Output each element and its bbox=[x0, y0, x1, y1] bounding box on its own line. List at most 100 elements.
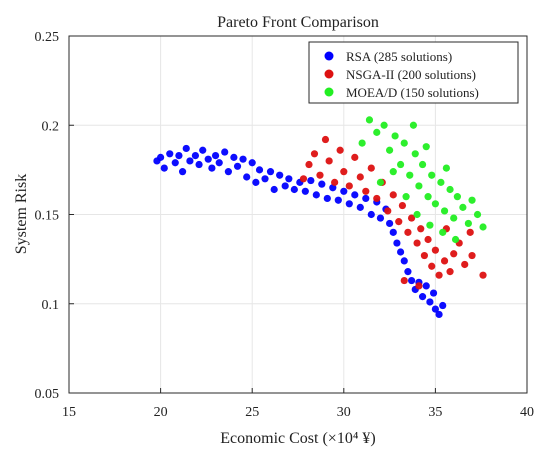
scatter-point-series-0 bbox=[224, 168, 232, 176]
scatter-point-series-0 bbox=[393, 239, 401, 247]
scatter-point-series-0 bbox=[230, 153, 238, 161]
legend-moead-marker bbox=[324, 87, 334, 97]
scatter-point-series-0 bbox=[439, 301, 447, 310]
scatter-point-series-1 bbox=[446, 268, 454, 276]
scatter-point-series-0 bbox=[182, 144, 190, 153]
scatter-point-series-2 bbox=[459, 203, 467, 211]
scatter-point-series-0 bbox=[340, 187, 348, 195]
scatter-point-series-1 bbox=[413, 239, 421, 247]
scatter-point-series-0 bbox=[248, 159, 256, 167]
scatter-point-series-2 bbox=[365, 116, 374, 124]
scatter-point-series-2 bbox=[468, 196, 476, 204]
scatter-point-series-2 bbox=[426, 221, 434, 229]
scatter-point-series-2 bbox=[376, 178, 385, 186]
scatter-point-series-0 bbox=[157, 153, 165, 161]
scatter-point-series-1 bbox=[389, 191, 397, 199]
scatter-point-series-1 bbox=[362, 187, 370, 195]
scatter-point-series-1 bbox=[479, 271, 487, 279]
scatter-point-series-2 bbox=[453, 193, 461, 201]
scatter-point-series-0 bbox=[323, 194, 331, 203]
scatter-point-series-2 bbox=[440, 207, 449, 215]
scatter-point-series-1 bbox=[398, 201, 407, 210]
scatter-point-series-1 bbox=[316, 171, 324, 179]
scatter-point-series-0 bbox=[334, 196, 342, 204]
scatter-point-series-0 bbox=[255, 166, 264, 174]
y-axis-ticks: 0.05 0.1 0.15 0.2 0.25 bbox=[35, 30, 74, 402]
scatter-point-series-1 bbox=[299, 175, 308, 183]
scatter-point-series-2 bbox=[450, 214, 458, 222]
y-axis-label: System Risk bbox=[13, 174, 30, 254]
scatter-point-series-2 bbox=[396, 160, 405, 169]
scatter-point-series-1 bbox=[356, 173, 364, 181]
scatter-point-series-2 bbox=[424, 193, 432, 201]
legend-item-moead: MOEA/D (150 solutions) bbox=[324, 85, 479, 100]
scatter-point-series-1 bbox=[468, 251, 476, 260]
x-tick-label: 15 bbox=[62, 405, 76, 420]
legend-moead-label: MOEA/D (150 solutions) bbox=[346, 85, 479, 100]
scatter-point-series-2 bbox=[389, 168, 397, 176]
scatter-point-series-0 bbox=[243, 173, 251, 181]
scatter-point-series-0 bbox=[431, 305, 439, 313]
scatter-point-series-2 bbox=[402, 193, 410, 201]
scatter-point-series-1 bbox=[395, 218, 403, 226]
scatter-point-series-0 bbox=[204, 155, 212, 163]
scatter-point-series-0 bbox=[215, 159, 223, 167]
scatter-point-series-1 bbox=[351, 153, 359, 161]
scatter-point-series-0 bbox=[404, 268, 412, 276]
scatter-point-series-1 bbox=[321, 135, 330, 144]
scatter-point-series-0 bbox=[362, 194, 370, 203]
scatter-point-series-0 bbox=[160, 164, 168, 172]
scatter-point-series-1 bbox=[420, 251, 429, 260]
x-tick-label: 30 bbox=[337, 405, 351, 420]
scatter-point-series-2 bbox=[415, 182, 423, 190]
scatter-point-series-2 bbox=[442, 164, 450, 172]
legend-item-nsga2: NSGA-II (200 solutions) bbox=[324, 67, 476, 82]
scatter-point-series-1 bbox=[340, 168, 348, 176]
scatter-point-series-2 bbox=[437, 178, 445, 186]
scatter-point-series-2 bbox=[400, 139, 408, 147]
scatter-point-series-1 bbox=[367, 164, 375, 172]
scatter-point-series-0 bbox=[285, 175, 293, 183]
scatter-point-series-0 bbox=[281, 182, 289, 190]
scatter-point-series-0 bbox=[270, 185, 278, 194]
scatter-point-series-0 bbox=[367, 210, 375, 219]
x-tick-label: 40 bbox=[520, 405, 534, 420]
scatter-point-series-2 bbox=[411, 150, 419, 158]
x-tick-label: 35 bbox=[428, 405, 442, 420]
scatter-point-series-1 bbox=[305, 160, 313, 169]
scatter-point-series-0 bbox=[290, 185, 298, 194]
scatter-point-series-0 bbox=[435, 310, 443, 319]
legend-item-rsa: RSA (285 solutions) bbox=[324, 49, 452, 64]
scatter-point-series-2 bbox=[479, 223, 487, 231]
scatter-point-series-0 bbox=[376, 214, 385, 222]
y-tick-label: 0.1 bbox=[42, 298, 60, 313]
scatter-point-series-0 bbox=[261, 175, 269, 183]
y-tick-label: 0.2 bbox=[42, 119, 60, 134]
scatter-point-series-1 bbox=[325, 157, 333, 165]
scatter-point-series-1 bbox=[466, 228, 474, 236]
scatter-point-series-1 bbox=[373, 194, 381, 203]
y-tick-label: 0.25 bbox=[35, 30, 60, 45]
scatter-point-series-0 bbox=[178, 168, 187, 176]
scatter-point-series-0 bbox=[429, 289, 438, 297]
scatter-point-series-2 bbox=[446, 185, 454, 194]
scatter-point-series-1 bbox=[400, 276, 408, 285]
scatter-point-series-2 bbox=[409, 121, 418, 129]
scatter-point-series-1 bbox=[384, 207, 392, 215]
scatter-point-series-0 bbox=[233, 162, 242, 170]
scatter-point-series-1 bbox=[310, 150, 319, 158]
scatter-point-series-0 bbox=[301, 187, 309, 195]
scatter-point-series-0 bbox=[266, 168, 275, 176]
legend-rsa-label: RSA (285 solutions) bbox=[346, 49, 452, 64]
legend-nsga2-label: NSGA-II (200 solutions) bbox=[346, 67, 476, 82]
scatter-point-series-1 bbox=[435, 271, 443, 279]
scatter-point-series-0 bbox=[400, 257, 408, 265]
scatter-point-series-1 bbox=[431, 246, 439, 254]
scatter-point-series-0 bbox=[186, 157, 194, 165]
scatter-point-series-0 bbox=[389, 228, 397, 236]
x-tick-label: 25 bbox=[245, 405, 259, 420]
scatter-point-series-0 bbox=[407, 276, 416, 285]
scatter-point-series-1 bbox=[404, 228, 412, 236]
scatter-point-series-2 bbox=[428, 171, 436, 179]
